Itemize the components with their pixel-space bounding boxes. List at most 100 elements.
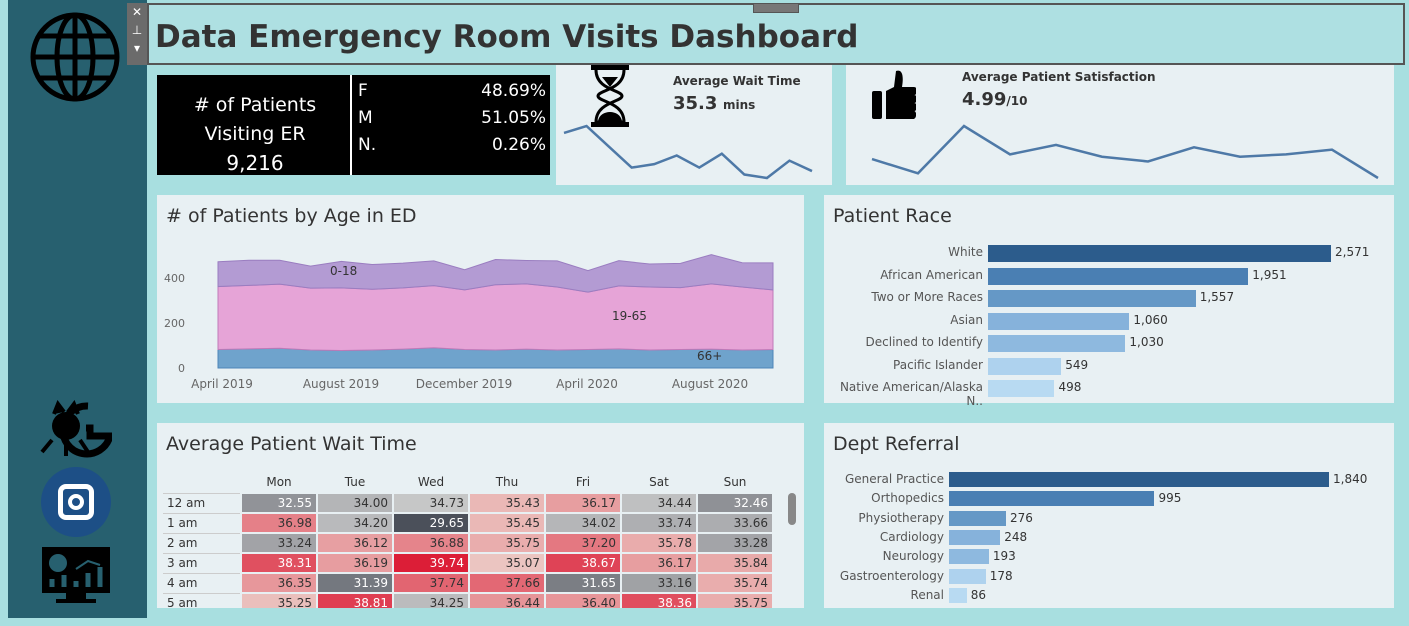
heatmap-cell[interactable]: 34.20 (316, 512, 394, 534)
bar-category-label: Neurology (882, 549, 944, 564)
heatmap-scroll-area[interactable]: Mon Tue Wed Thu Fri Sat Sun 12 am 32.55 34.00 34.7… (163, 471, 783, 608)
heatmap-cell[interactable]: 38.31 (240, 552, 318, 574)
bar-category-label: Declined to Identify (865, 335, 983, 349)
caret-down-icon[interactable]: ▾ (133, 41, 141, 55)
column-header: Sat (649, 474, 669, 489)
column-header: Mon (266, 474, 292, 489)
heatmap-cell[interactable]: 36.19 (316, 552, 394, 574)
heatmap-cell[interactable]: 31.65 (544, 572, 622, 594)
row-header: 3 am (163, 552, 241, 573)
gender-label: F (358, 81, 368, 101)
heatmap-cell[interactable]: 36.98 (240, 512, 318, 534)
heatmap-cell[interactable]: 33.66 (696, 512, 774, 534)
race-chart-card: Patient Race White 2,571 African American 1… (824, 195, 1394, 408)
heatmap-cell[interactable]: 35.84 (696, 552, 774, 574)
area-19-65[interactable] (217, 283, 774, 351)
x-tick-label: August 2020 (672, 377, 748, 391)
bar-category-label: Asian (950, 312, 983, 327)
heatmap-cell[interactable]: 33.24 (240, 532, 318, 554)
area-0-18[interactable] (217, 254, 774, 293)
analytics-dashboard-icon[interactable] (40, 545, 112, 605)
bar-category-label: General Practice (844, 472, 944, 486)
heatmap-cell[interactable]: 37.20 (544, 532, 622, 554)
heatmap-cell[interactable]: 39.74 (392, 552, 470, 574)
bar-value-label: 1,557 (1199, 290, 1235, 304)
instagram-icon[interactable] (41, 467, 111, 537)
hourglass-icon (591, 65, 629, 127)
sparkline-trend (871, 124, 1379, 180)
heatmap-cell[interactable]: 33.28 (696, 532, 774, 554)
heatmap-cell[interactable]: 35.74 (696, 572, 774, 594)
globe-icon[interactable] (28, 10, 122, 104)
y-tick-label: 200 (164, 317, 185, 330)
heatmap-cell[interactable]: 33.16 (620, 572, 698, 594)
series-label: 0-18 (330, 264, 357, 278)
bar[interactable] (988, 312, 1130, 330)
bar[interactable] (988, 245, 1331, 262)
bar[interactable] (988, 357, 1062, 375)
heatmap-cell[interactable]: 38.81 (316, 592, 394, 608)
y-tick-label: 0 (178, 362, 185, 375)
bar-value-label: 193 (992, 549, 1016, 564)
heatmap-cell[interactable]: 35.25 (240, 592, 318, 608)
bar[interactable] (988, 290, 1196, 307)
bar[interactable] (988, 267, 1249, 285)
heatmap-cell[interactable]: 34.25 (392, 592, 470, 608)
heatmap-cell[interactable]: 33.74 (620, 512, 698, 534)
bar[interactable] (949, 472, 1329, 487)
bar-category-label: Orthopedics (871, 491, 944, 506)
pin-icon[interactable]: ⊥ (131, 23, 143, 37)
heatmap-cell[interactable]: 35.07 (468, 552, 546, 574)
heatmap-cell[interactable]: 31.39 (316, 572, 394, 594)
row-header: 2 am (163, 532, 241, 553)
heatmap-cell[interactable]: 36.40 (544, 592, 622, 608)
gender-label: M (358, 108, 373, 128)
bar-value-label: 1,060 (1133, 312, 1168, 327)
drag-handle[interactable] (753, 3, 799, 13)
bar-category-label: Pacific Islander (893, 357, 983, 372)
bar[interactable] (949, 587, 967, 603)
heatmap-cell[interactable]: 37.74 (392, 572, 470, 594)
bar-category-label: Native American/Alaska N.. (839, 380, 983, 408)
thumbs-up-icon (872, 70, 916, 119)
heatmap-cell[interactable]: 32.55 (240, 492, 318, 514)
heatmap-cell[interactable]: 34.00 (316, 492, 394, 514)
close-icon[interactable]: ✕ (131, 5, 143, 19)
github-icon[interactable] (40, 400, 112, 458)
heatmap-cell[interactable]: 34.73 (392, 492, 470, 514)
heatmap-cell[interactable]: 36.88 (392, 532, 470, 554)
bar-value-label: 995 (1158, 491, 1182, 506)
bar-value-label: 1,030 (1129, 335, 1164, 349)
bar-category-label: Two or More Races (871, 290, 983, 304)
heatmap-cell[interactable]: 35.78 (620, 532, 698, 554)
bar[interactable] (949, 491, 1155, 507)
bar[interactable] (949, 549, 989, 565)
kpi-label-line1: # of Patients (193, 94, 317, 116)
heatmap-cell[interactable]: 36.12 (316, 532, 394, 554)
heatmap-cell[interactable]: 36.17 (544, 492, 622, 514)
heatmap-cell[interactable]: 36.35 (240, 572, 318, 594)
heatmap-cell[interactable]: 34.44 (620, 492, 698, 514)
heatmap-cell[interactable]: 35.75 (696, 592, 774, 608)
heatmap-cell[interactable]: 35.43 (468, 492, 546, 514)
scrollbar[interactable] (788, 493, 796, 525)
bar-value-label: 2,571 (1335, 245, 1370, 259)
bar[interactable] (988, 380, 1055, 397)
row-header: 12 am (163, 492, 241, 513)
heatmap-cell[interactable]: 38.67 (544, 552, 622, 574)
heatmap-cell[interactable]: 35.45 (468, 512, 546, 534)
heatmap-cell[interactable]: 34.02 (544, 512, 622, 534)
heatmap-card: Average Patient Wait Time Mon Tue Wed Thu Fr… (157, 423, 804, 608)
heatmap-cell[interactable]: 37.66 (468, 572, 546, 594)
bar[interactable] (949, 510, 1006, 526)
area-66+[interactable] (217, 347, 774, 369)
bar[interactable] (949, 568, 986, 584)
bar[interactable] (988, 335, 1126, 352)
heatmap-cell[interactable]: 38.36 (620, 592, 698, 608)
heatmap-cell[interactable]: 35.75 (468, 532, 546, 554)
heatmap-cell[interactable]: 29.65 (392, 512, 470, 534)
heatmap-cell[interactable]: 32.46 (696, 492, 774, 514)
heatmap-cell[interactable]: 36.17 (620, 552, 698, 574)
bar[interactable] (949, 529, 1001, 545)
heatmap-cell[interactable]: 36.44 (468, 592, 546, 608)
